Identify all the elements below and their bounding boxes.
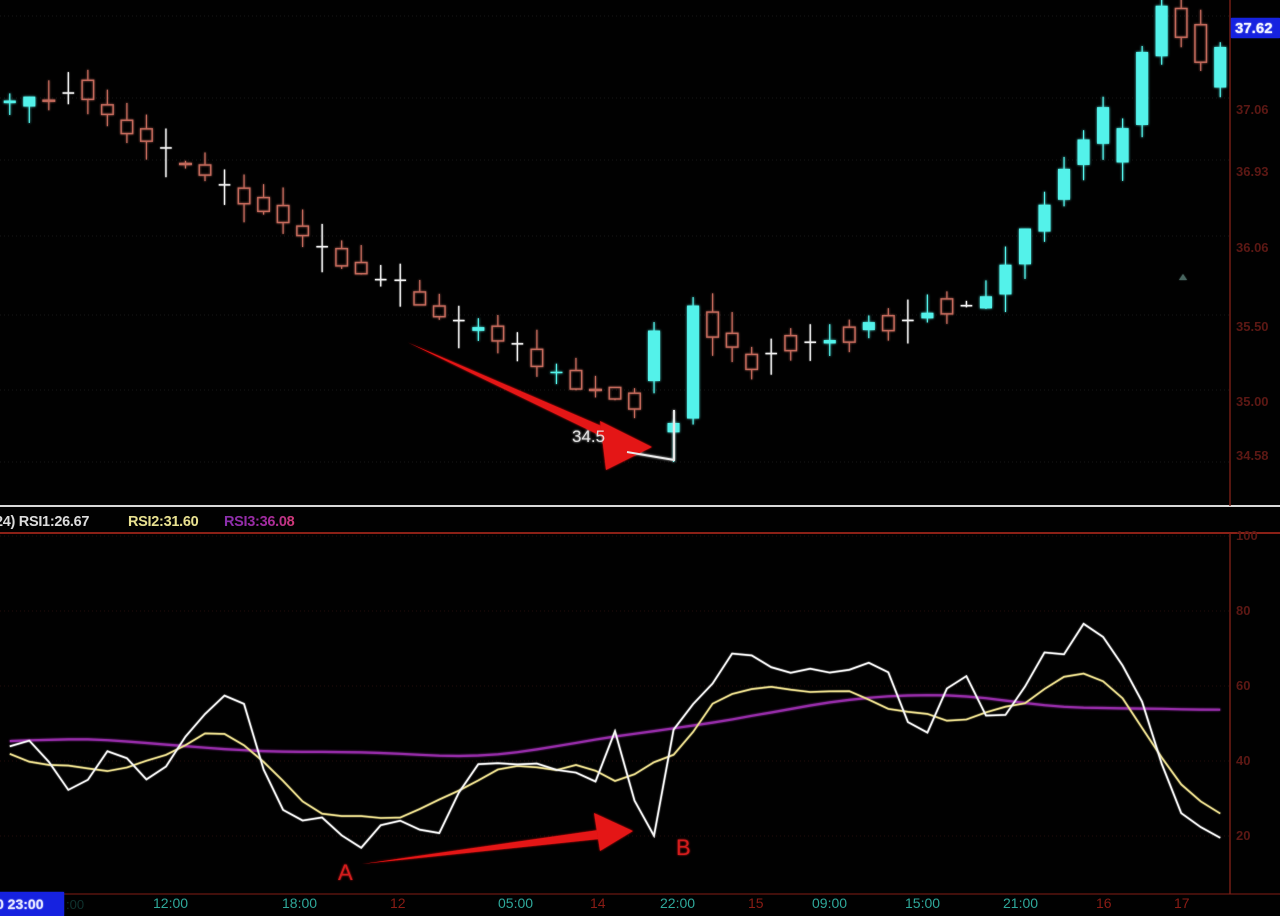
svg-text:RSI2:31.60: RSI2:31.60 bbox=[128, 514, 199, 530]
svg-text:15: 15 bbox=[748, 895, 764, 911]
svg-text:40: 40 bbox=[1236, 753, 1250, 768]
svg-text:17: 17 bbox=[1174, 895, 1190, 911]
svg-text:34.58: 34.58 bbox=[1236, 448, 1269, 463]
svg-text:80: 80 bbox=[1236, 603, 1250, 618]
svg-text:16: 16 bbox=[1096, 895, 1112, 911]
svg-text::00: :00 bbox=[66, 897, 84, 912]
svg-text:0 23:00: 0 23:00 bbox=[0, 896, 44, 912]
svg-text:12: 12 bbox=[390, 895, 406, 911]
svg-text:24) RSI1:26.67: 24) RSI1:26.67 bbox=[0, 514, 89, 530]
svg-text:60: 60 bbox=[1236, 678, 1250, 693]
svg-text:37.62: 37.62 bbox=[1235, 20, 1273, 37]
svg-text:22:00: 22:00 bbox=[660, 895, 695, 911]
svg-text:RSI3:36.08: RSI3:36.08 bbox=[224, 514, 295, 530]
svg-text:B: B bbox=[676, 835, 691, 860]
svg-text:15:00: 15:00 bbox=[905, 895, 940, 911]
svg-text:36.93: 36.93 bbox=[1236, 164, 1269, 179]
svg-text:35.00: 35.00 bbox=[1236, 394, 1269, 409]
svg-text:12:00: 12:00 bbox=[153, 895, 188, 911]
svg-text:21:00: 21:00 bbox=[1003, 895, 1038, 911]
svg-text:20: 20 bbox=[1236, 828, 1250, 843]
svg-text:37.06: 37.06 bbox=[1236, 102, 1269, 117]
svg-text:05:00: 05:00 bbox=[498, 895, 533, 911]
svg-text:18:00: 18:00 bbox=[282, 895, 317, 911]
svg-text:36.06: 36.06 bbox=[1236, 240, 1269, 255]
svg-text:100: 100 bbox=[1236, 528, 1258, 543]
svg-text:34.5: 34.5 bbox=[572, 427, 605, 446]
svg-text:35.50: 35.50 bbox=[1236, 319, 1269, 334]
svg-text:09:00: 09:00 bbox=[812, 895, 847, 911]
svg-text:A: A bbox=[338, 860, 353, 885]
svg-text:14: 14 bbox=[590, 895, 606, 911]
